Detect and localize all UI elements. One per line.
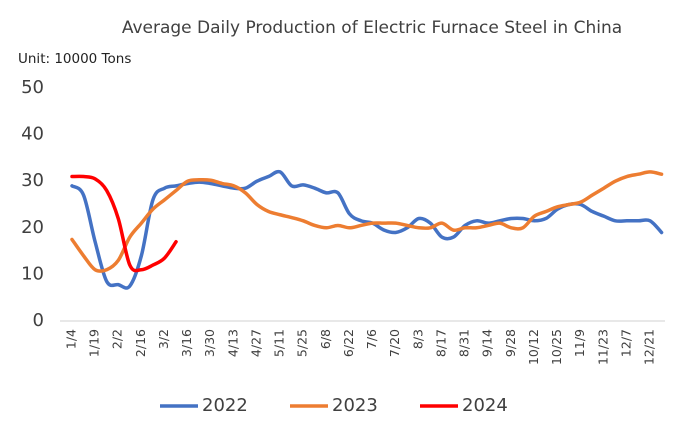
x-tick-label: 6/22 bbox=[341, 329, 356, 357]
x-tick-label: 1/19 bbox=[87, 329, 102, 357]
x-tick-label: 3/2 bbox=[156, 329, 171, 349]
x-tick-label: 12/7 bbox=[618, 329, 633, 357]
x-tick-label: 6/8 bbox=[318, 329, 333, 349]
unit-label: Unit: 10000 Tons bbox=[18, 51, 131, 67]
x-tick-label: 8/31 bbox=[457, 329, 472, 357]
legend-label: 2023 bbox=[332, 395, 378, 416]
y-tick-label: 20 bbox=[21, 217, 44, 238]
x-tick-label: 7/20 bbox=[387, 329, 402, 357]
legend-label: 2022 bbox=[202, 395, 248, 416]
x-tick-label: 10/25 bbox=[549, 329, 564, 365]
series-line bbox=[70, 174, 178, 273]
x-tick-label: 4/27 bbox=[248, 329, 263, 357]
x-tick-label: 5/25 bbox=[295, 329, 310, 357]
legend-label: 2024 bbox=[462, 395, 508, 416]
x-tick-label: 8/3 bbox=[410, 329, 425, 349]
y-tick-label: 40 bbox=[21, 124, 44, 145]
x-tick-label: 11/23 bbox=[595, 329, 610, 365]
x-tick-label: 4/13 bbox=[225, 329, 240, 357]
x-tick-label: 1/4 bbox=[64, 329, 79, 349]
x-tick-label: 5/11 bbox=[272, 329, 287, 357]
x-tick-label: 7/6 bbox=[364, 329, 379, 349]
x-tick-label: 9/14 bbox=[480, 329, 495, 357]
y-tick-label: 50 bbox=[21, 77, 44, 98]
y-tick-label: 10 bbox=[21, 263, 44, 284]
series-line bbox=[70, 170, 664, 273]
series-line bbox=[70, 169, 664, 290]
y-tick-label: 30 bbox=[21, 170, 44, 191]
x-tick-label: 10/12 bbox=[526, 329, 541, 365]
x-tick-label: 9/28 bbox=[503, 329, 518, 357]
x-tick-label: 3/16 bbox=[179, 329, 194, 357]
x-tick-label: 8/17 bbox=[433, 329, 448, 357]
x-tick-label: 3/30 bbox=[202, 329, 217, 357]
x-tick-label: 12/21 bbox=[642, 329, 657, 365]
chart-title: Average Daily Production of Electric Fur… bbox=[122, 18, 622, 38]
x-tick-label: 2/16 bbox=[133, 329, 148, 357]
x-tick-label: 2/2 bbox=[110, 329, 125, 349]
y-tick-label: 0 bbox=[33, 310, 44, 331]
x-tick-label: 11/9 bbox=[572, 329, 587, 357]
